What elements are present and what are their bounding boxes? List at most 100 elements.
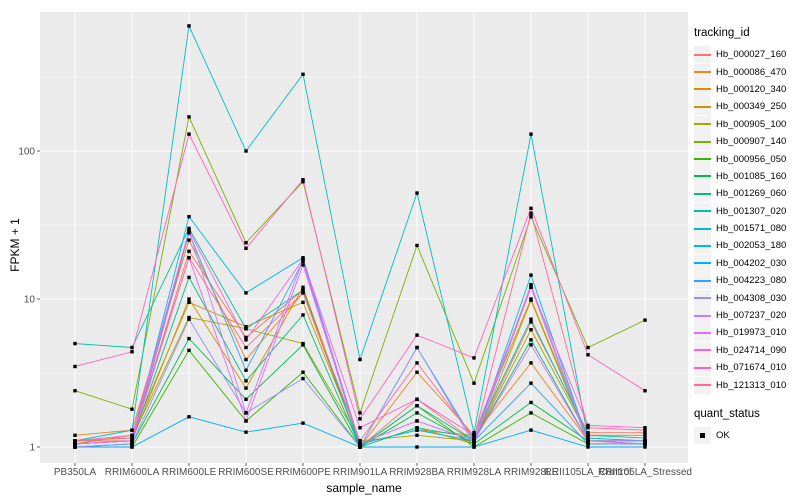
legend-label: Hb_071674_010 (716, 362, 787, 374)
data-point (643, 428, 647, 432)
legend-label: Hb_000349_250 (716, 101, 787, 113)
data-point (472, 430, 476, 435)
data-point (358, 439, 362, 443)
quant-legend-title: quant_status (694, 407, 760, 420)
legend-label: Hb_001307_020 (716, 205, 787, 217)
legend-key-Hb_000027_160 (694, 46, 711, 64)
data-point (586, 345, 590, 350)
data-point (472, 439, 476, 443)
x-tick-label: RRIM600SE (218, 467, 274, 478)
data-point (187, 275, 191, 280)
data-point (472, 445, 476, 449)
data-point (415, 404, 419, 408)
x-tick-label: RRIM600LA (105, 467, 160, 478)
legend-label: Hb_000086_470 (716, 66, 787, 78)
x-tick-label: RRIM600PE (275, 467, 331, 478)
legend-label: Hb_004308_030 (716, 292, 787, 304)
legend-line-swatch (694, 279, 711, 282)
legend-item-Hb_004308_030: Hb_004308_030 (694, 289, 799, 307)
data-point (73, 442, 77, 446)
data-point (643, 436, 647, 440)
legend-item-Hb_000349_250: Hb_000349_250 (694, 98, 799, 116)
legend-line-swatch (694, 244, 711, 247)
x-tick-label: RRIM928BA (389, 467, 445, 478)
y-tick-label: 100 (18, 146, 35, 157)
legend-key-Hb_002053_180 (694, 237, 711, 255)
data-point (586, 430, 590, 435)
legend-title: tracking_id (694, 27, 750, 39)
data-point (415, 433, 419, 437)
data-point (586, 353, 590, 357)
data-point (358, 442, 362, 446)
legend-item-Hb_004202_030: Hb_004202_030 (694, 254, 799, 272)
legend-item-Hb_019973_010: Hb_019973_010 (694, 324, 799, 342)
legend-item-Hb_071674_010: Hb_071674_010 (694, 359, 799, 377)
data-point (187, 238, 191, 242)
legend-line-swatch (694, 140, 711, 143)
data-point (244, 324, 248, 329)
data-point (187, 256, 191, 260)
legend-line-swatch (694, 314, 711, 317)
data-point (130, 442, 134, 446)
legend-label: Hb_000907_140 (716, 136, 787, 148)
legend-label: Hb_001085_160 (716, 170, 787, 182)
data-point (529, 206, 533, 211)
data-point (643, 430, 647, 435)
x-tick-label: RRII105LA_Stressed (598, 467, 692, 478)
data-point (301, 285, 305, 289)
data-point (244, 419, 248, 423)
data-point (301, 257, 305, 262)
legend-key-Hb_001085_160 (694, 167, 711, 185)
data-point (415, 243, 419, 248)
data-point (130, 428, 134, 432)
x-tick-label: RRIM901LA (333, 467, 388, 478)
legend-item-Hb_000956_050: Hb_000956_050 (694, 150, 799, 168)
x-tick-label: RRIM600LE (162, 467, 217, 478)
legend-item-Hb_000120_340: Hb_000120_340 (694, 80, 799, 98)
data-point (244, 368, 248, 372)
data-point (244, 430, 248, 434)
data-point (529, 132, 533, 136)
data-point (244, 411, 248, 415)
data-point (529, 411, 533, 415)
data-point (73, 364, 77, 369)
data-point (244, 335, 248, 340)
data-point (529, 273, 533, 277)
data-point (301, 370, 305, 374)
data-point (415, 445, 419, 449)
data-point (529, 381, 533, 385)
data-point (472, 356, 476, 360)
y-tick-label: 10 (24, 294, 36, 305)
legend-key-Hb_001307_020 (694, 202, 711, 220)
data-point (73, 389, 77, 393)
data-point (586, 426, 590, 430)
legend-line-swatch (694, 192, 711, 195)
legend-line-swatch (694, 297, 711, 300)
data-point (244, 326, 248, 331)
legend-item-Hb_001571_080: Hb_001571_080 (694, 220, 799, 238)
data-point (415, 370, 419, 374)
legend-label: Hb_024714_090 (716, 344, 787, 356)
legend-label: Hb_001571_080 (716, 223, 787, 235)
data-point (187, 231, 191, 235)
data-point (187, 249, 191, 254)
data-point (415, 428, 419, 432)
data-point (301, 72, 305, 76)
data-point (244, 345, 248, 350)
legend-key-Hb_000907_140 (694, 133, 711, 151)
data-point (244, 291, 248, 295)
legend-key-Hb_000956_050 (694, 150, 711, 168)
legend-line-swatch (694, 384, 711, 387)
data-point (586, 445, 590, 449)
data-point (301, 259, 305, 263)
data-point (586, 423, 590, 428)
data-point (529, 317, 533, 321)
data-point (472, 442, 476, 446)
legend-item-Hb_024714_090: Hb_024714_090 (694, 341, 799, 359)
data-point (415, 411, 419, 415)
legend-label: Hb_004202_030 (716, 257, 787, 269)
data-point (529, 343, 533, 347)
data-point (130, 350, 134, 354)
